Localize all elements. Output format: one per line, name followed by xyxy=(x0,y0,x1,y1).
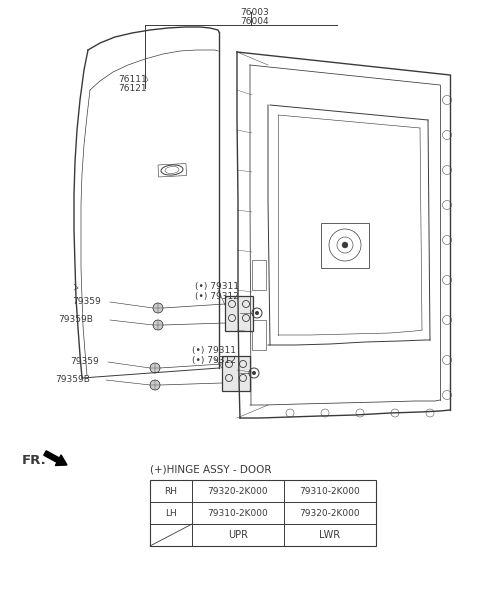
Text: 79359B: 79359B xyxy=(58,316,93,325)
Circle shape xyxy=(255,311,259,315)
Circle shape xyxy=(153,303,163,313)
Circle shape xyxy=(342,242,348,248)
Bar xyxy=(321,222,369,267)
Circle shape xyxy=(150,363,160,373)
Text: 76003: 76003 xyxy=(240,8,269,17)
Circle shape xyxy=(252,371,256,375)
Text: FR.: FR. xyxy=(22,453,47,466)
Bar xyxy=(222,356,250,391)
Text: 79310-2K000: 79310-2K000 xyxy=(300,487,360,496)
Text: LH: LH xyxy=(165,508,177,517)
Text: (•) 79311: (•) 79311 xyxy=(195,282,239,291)
Bar xyxy=(150,480,376,546)
Bar xyxy=(252,260,266,290)
Text: 79310-2K000: 79310-2K000 xyxy=(208,508,268,517)
FancyArrow shape xyxy=(44,451,67,465)
Text: 79359B: 79359B xyxy=(55,376,90,385)
Bar xyxy=(252,320,266,350)
Circle shape xyxy=(153,320,163,330)
Text: 76004: 76004 xyxy=(240,17,269,26)
Text: 76111: 76111 xyxy=(118,75,147,84)
Text: 79359: 79359 xyxy=(72,297,101,307)
Text: (+)HINGE ASSY - DOOR: (+)HINGE ASSY - DOOR xyxy=(150,465,272,475)
Text: (•) 79312: (•) 79312 xyxy=(192,356,236,365)
Text: 79359: 79359 xyxy=(70,358,99,367)
Text: LWR: LWR xyxy=(319,530,341,540)
Text: 79320-2K000: 79320-2K000 xyxy=(208,487,268,496)
Bar xyxy=(225,296,253,331)
Bar xyxy=(158,163,187,177)
Text: 79320-2K000: 79320-2K000 xyxy=(300,508,360,517)
Text: UPR: UPR xyxy=(228,530,248,540)
Circle shape xyxy=(150,380,160,390)
Text: RH: RH xyxy=(165,487,178,496)
Text: 76121: 76121 xyxy=(118,84,146,93)
Text: (•) 79311: (•) 79311 xyxy=(192,346,236,355)
Text: (•) 79312: (•) 79312 xyxy=(195,292,239,301)
